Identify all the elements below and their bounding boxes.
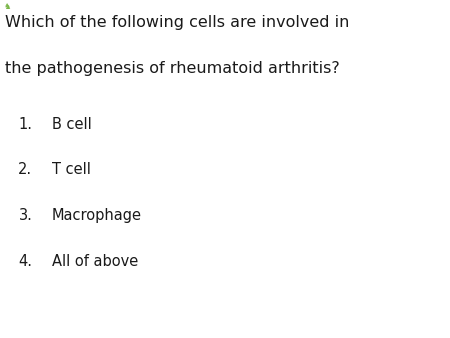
Text: ♞: ♞ <box>4 2 11 11</box>
Text: 1.: 1. <box>18 117 32 131</box>
Text: B cell: B cell <box>52 117 91 131</box>
Text: 2.: 2. <box>18 162 32 177</box>
Text: Macrophage: Macrophage <box>52 208 142 223</box>
Text: the pathogenesis of rheumatoid arthritis?: the pathogenesis of rheumatoid arthritis… <box>5 61 340 76</box>
Text: 4.: 4. <box>18 254 32 268</box>
Text: 3.: 3. <box>18 208 32 223</box>
Text: Which of the following cells are involved in: Which of the following cells are involve… <box>5 15 350 30</box>
Text: All of above: All of above <box>52 254 138 268</box>
Text: T cell: T cell <box>52 162 90 177</box>
